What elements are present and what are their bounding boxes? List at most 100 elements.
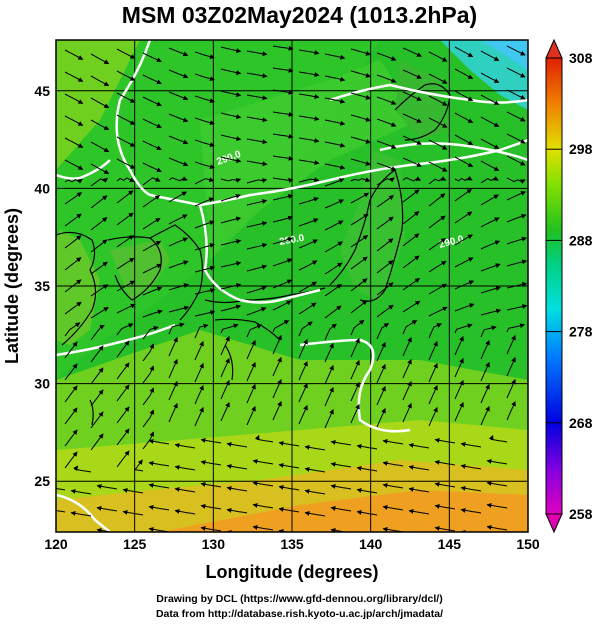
streamline xyxy=(90,97,110,109)
streamline xyxy=(350,319,365,336)
streamline xyxy=(200,503,222,510)
streamline xyxy=(272,155,294,161)
streamline xyxy=(402,278,421,291)
streamline xyxy=(142,409,154,428)
streamline xyxy=(454,303,475,312)
streamline xyxy=(350,70,371,78)
streamline xyxy=(350,381,360,402)
streamline xyxy=(350,192,370,204)
streamline xyxy=(73,465,92,473)
streamline xyxy=(298,321,313,337)
streamline xyxy=(480,240,501,250)
streamline xyxy=(506,155,526,166)
streamline xyxy=(246,199,268,206)
streamline xyxy=(142,343,154,362)
streamline xyxy=(434,481,456,488)
streamline xyxy=(480,361,490,382)
streamline xyxy=(246,307,267,316)
streamline xyxy=(298,404,308,425)
streamline xyxy=(350,359,360,380)
streamline xyxy=(116,362,130,380)
streamline xyxy=(402,47,422,57)
streamline xyxy=(168,176,188,182)
streamline xyxy=(428,139,448,150)
streamline xyxy=(220,134,242,142)
streamline xyxy=(298,49,320,56)
streamline xyxy=(480,217,500,228)
streamline xyxy=(298,137,320,144)
streamline xyxy=(350,403,360,424)
streamline xyxy=(194,406,204,427)
streamline xyxy=(116,280,136,292)
streamline xyxy=(480,263,501,272)
streamline xyxy=(64,451,78,469)
streamline xyxy=(376,260,394,274)
streamline xyxy=(142,177,161,186)
streamline xyxy=(64,235,82,249)
streamline xyxy=(376,304,394,318)
streamline xyxy=(324,75,346,82)
streamline xyxy=(428,215,446,229)
streamline xyxy=(252,524,274,531)
streamline xyxy=(90,389,104,407)
streamline xyxy=(142,118,162,128)
streamline xyxy=(428,117,448,128)
streamline xyxy=(64,279,82,293)
streamline xyxy=(298,197,319,205)
streamline xyxy=(272,356,282,377)
streamline xyxy=(434,437,456,444)
streamline xyxy=(356,509,378,516)
streamline xyxy=(402,320,418,335)
streamline xyxy=(356,487,378,494)
streamline xyxy=(148,438,170,445)
streamline xyxy=(134,459,144,472)
streamline xyxy=(278,440,300,447)
streamline xyxy=(194,288,216,295)
streamline xyxy=(298,115,320,122)
streamline xyxy=(402,255,420,269)
streamline xyxy=(200,437,222,444)
streamline xyxy=(194,310,216,317)
streamline xyxy=(454,257,474,268)
streamline xyxy=(402,176,422,182)
streamline xyxy=(246,50,268,57)
streamline xyxy=(506,133,526,144)
streamline xyxy=(90,119,110,131)
streamline xyxy=(168,380,178,401)
streamline xyxy=(278,506,300,513)
streamline xyxy=(90,261,108,275)
colorbar-min-arrow xyxy=(545,513,563,534)
streamline xyxy=(272,258,293,267)
streamline xyxy=(324,199,345,209)
streamline xyxy=(278,484,300,491)
streamline xyxy=(454,357,464,378)
streamline xyxy=(506,45,526,56)
streamline xyxy=(220,401,230,422)
streamline xyxy=(142,52,162,62)
streamline xyxy=(506,191,526,201)
streamline xyxy=(376,341,386,362)
streamline xyxy=(200,525,222,532)
streamline xyxy=(428,406,438,427)
streamline xyxy=(246,242,268,250)
streamline xyxy=(142,387,154,406)
streamline xyxy=(428,362,438,383)
streamline xyxy=(480,176,499,184)
streamline xyxy=(116,384,130,402)
streamline xyxy=(90,324,105,341)
streamline xyxy=(64,49,84,60)
x-axis-ticks: 120 125 130 135 140 145 150 xyxy=(44,536,540,552)
streamline xyxy=(298,302,317,315)
streamline xyxy=(408,442,430,449)
streamline xyxy=(428,306,448,317)
streamline xyxy=(304,510,326,517)
streamline xyxy=(272,300,292,311)
streamline xyxy=(142,309,163,318)
streamline xyxy=(408,508,430,515)
streamline xyxy=(272,111,294,117)
streamline xyxy=(324,97,346,104)
streamline xyxy=(298,260,318,271)
streamline xyxy=(402,336,412,357)
streamline xyxy=(64,301,82,315)
streamline xyxy=(330,439,352,446)
